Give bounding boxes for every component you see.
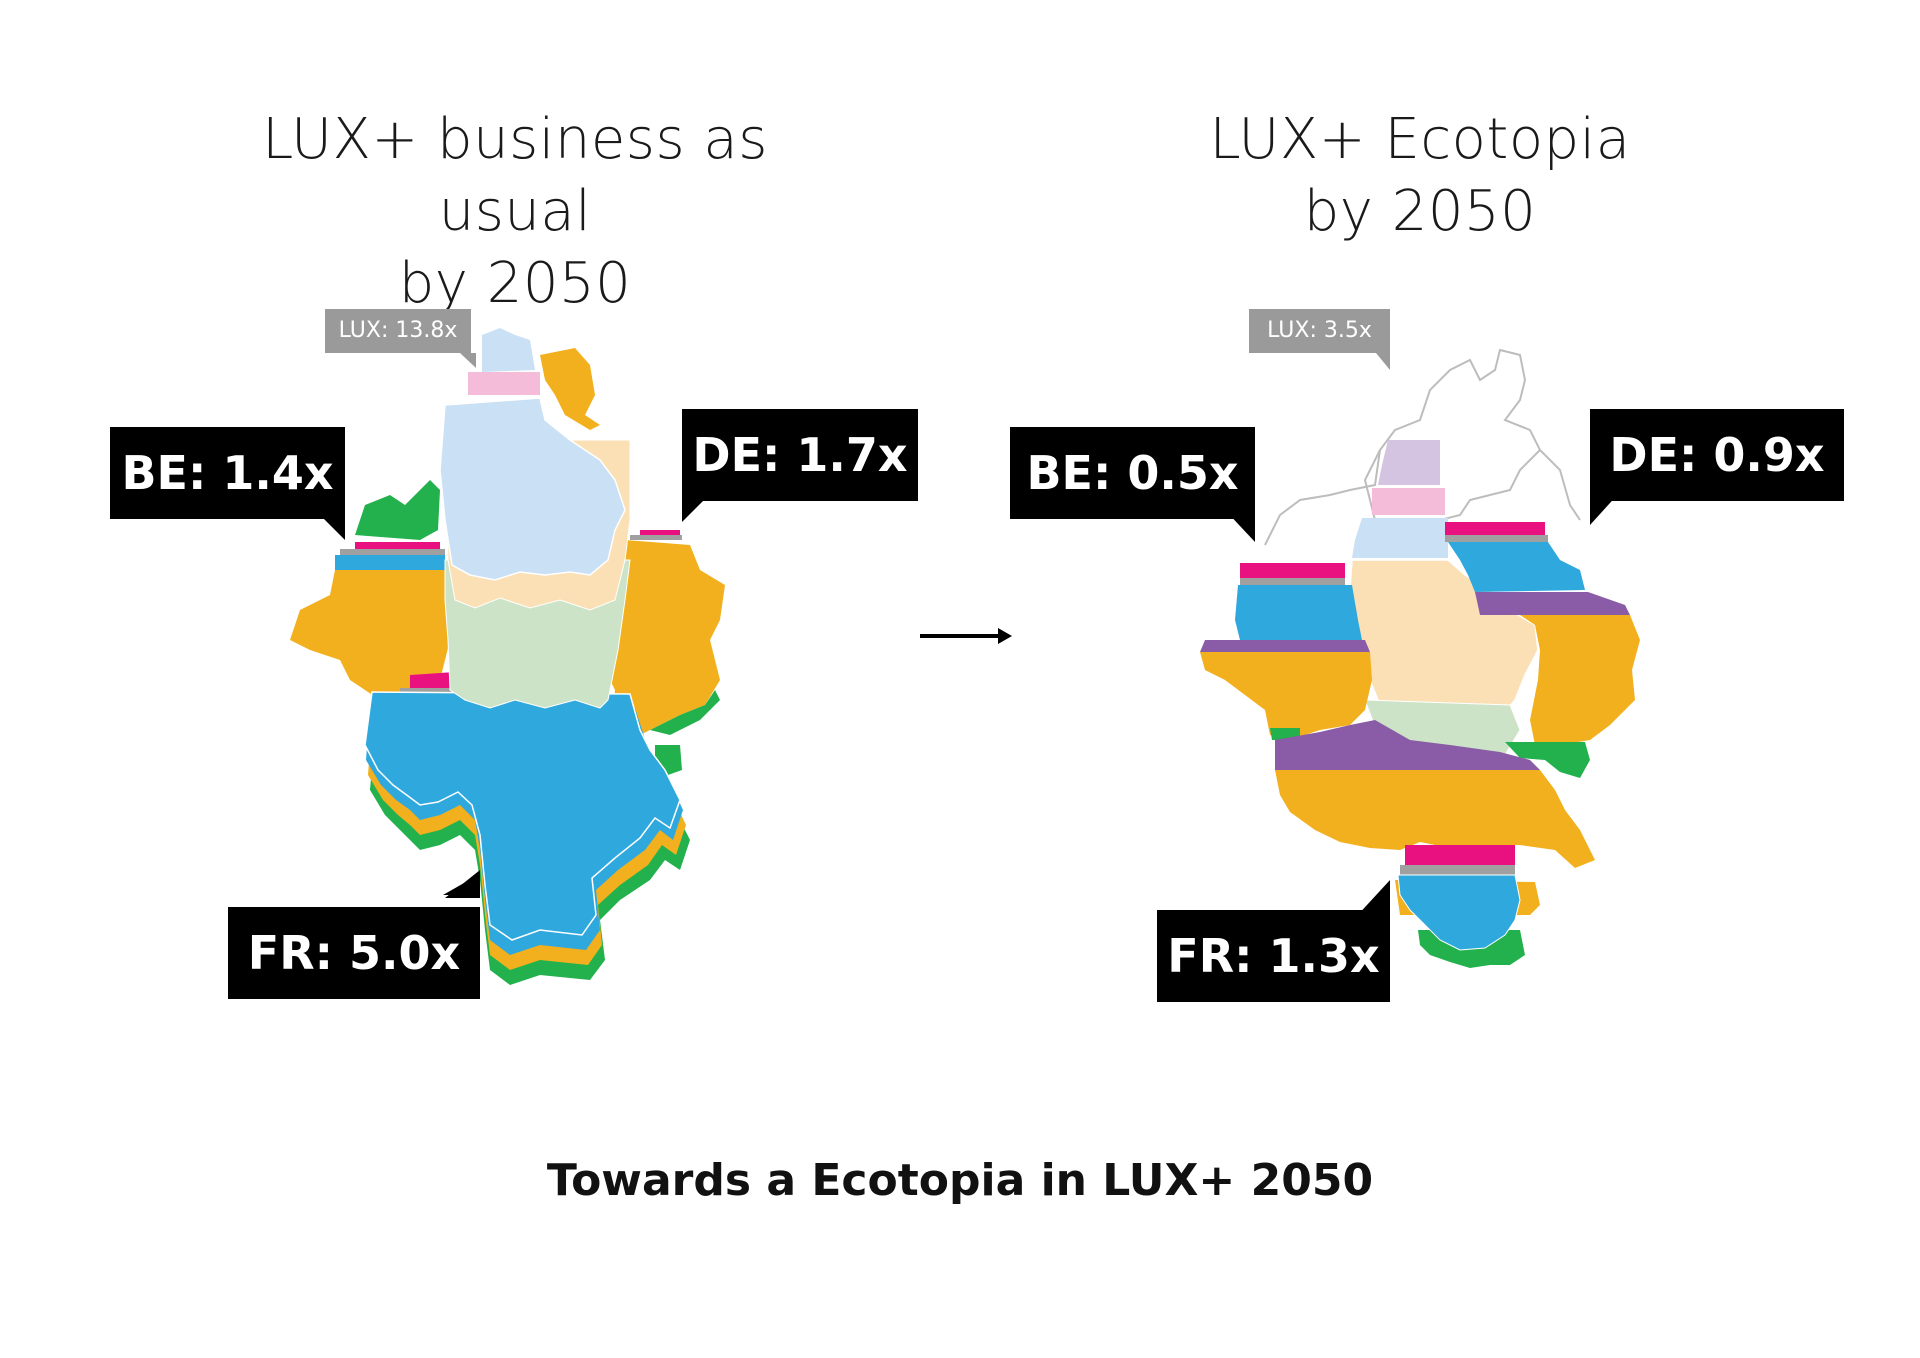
right-be-purple [1200, 640, 1370, 652]
left-de-callout: DE: 1.7x [682, 409, 918, 501]
right-fr-magenta [1405, 845, 1515, 865]
right-fr-pointer [1355, 880, 1390, 918]
right-be-gray [1240, 578, 1345, 585]
right-lux-outline-b [1264, 449, 1581, 546]
right-be-blue [1235, 585, 1362, 640]
left-lux-top [482, 328, 535, 372]
left-fr-callout: FR: 5.0x [228, 907, 480, 999]
left-panel-title: LUX+ business as usual by 2050 [180, 104, 850, 320]
right-title-line2: by 2050 [1303, 179, 1537, 244]
right-de-gray [1445, 535, 1548, 542]
left-de-magenta-strip [640, 530, 680, 535]
left-be-gray-strip [340, 549, 445, 555]
left-de-callout-text: DE: 1.7x [692, 428, 908, 482]
right-lux-tag: LUX: 3.5x [1249, 309, 1390, 353]
right-de-callout-text: DE: 0.9x [1609, 428, 1825, 482]
left-fr-blue [364, 691, 681, 941]
left-de-gray-strip [630, 535, 682, 540]
right-fr-orange [1275, 770, 1595, 868]
left-fr-pointer-b [445, 870, 480, 898]
left-title-line2: by 2050 [398, 251, 632, 316]
left-be-green [355, 480, 440, 540]
right-fr-blue [1397, 874, 1521, 951]
left-title-line1: LUX+ business as usual [262, 107, 768, 244]
right-be-callout: BE: 0.5x [1010, 427, 1255, 519]
left-lux-tag-text: LUX: 13.8x [338, 318, 458, 343]
left-be-callout-text: BE: 1.4x [121, 446, 334, 500]
right-arrow-icon [920, 628, 1012, 644]
left-de-green-a [650, 690, 720, 735]
right-be-orange [1200, 652, 1372, 740]
right-fr-purple [1275, 720, 1540, 770]
left-lux-tag: LUX: 13.8x [325, 309, 471, 353]
right-de-purple [1475, 592, 1630, 615]
right-de-green [1505, 742, 1590, 778]
left-be-orange [290, 570, 455, 700]
right-fr-callout: FR: 1.3x [1157, 910, 1390, 1002]
right-title-line1: LUX+ Ecotopia [1209, 107, 1631, 172]
right-de-magenta [1445, 522, 1545, 535]
left-lux-lightblue [439, 397, 626, 581]
right-lux-tag-pointer [1376, 353, 1390, 370]
right-be-callout-text: BE: 0.5x [1026, 446, 1239, 500]
left-de-orange [600, 540, 725, 740]
left-be-magenta-strip [355, 542, 440, 549]
left-de-top-orange [540, 348, 600, 430]
right-lux-pink [1372, 488, 1445, 515]
right-panel-title: LUX+ Ecotopia by 2050 [1160, 104, 1680, 248]
right-de-orange [1520, 615, 1640, 745]
right-fr-gray [1400, 865, 1515, 875]
right-be-magenta [1240, 563, 1345, 578]
right-de-blue [1448, 542, 1585, 592]
left-lux-pink [468, 372, 540, 395]
figure-caption: Towards a Ecotopia in LUX+ 2050 [546, 1155, 1374, 1206]
right-lux-lightblue [1352, 518, 1448, 558]
left-fr-callout-text: FR: 5.0x [247, 926, 461, 980]
right-lux-tag-text: LUX: 3.5x [1267, 318, 1372, 343]
left-lux-tag-pointer [460, 353, 476, 368]
left-be-callout: BE: 1.4x [110, 427, 345, 519]
right-fr-callout-text: FR: 1.3x [1167, 929, 1380, 983]
left-be-blue-strip [335, 555, 445, 570]
right-de-callout: DE: 0.9x [1590, 409, 1844, 501]
right-lux-lavender [1378, 440, 1440, 485]
